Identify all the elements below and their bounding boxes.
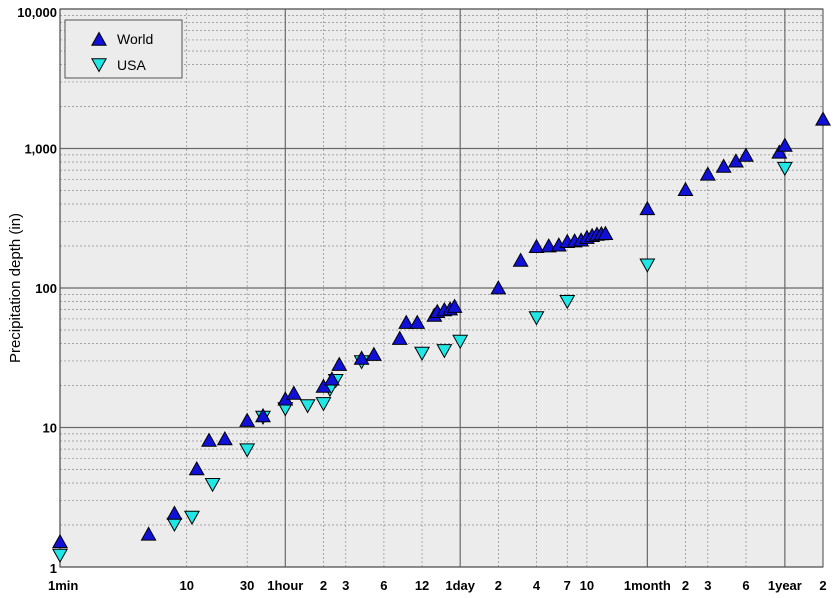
data-point-world — [771, 144, 788, 159]
legend-label-usa: USA — [117, 57, 146, 73]
data-point-world — [315, 378, 332, 393]
legend-marker-usa — [91, 58, 107, 73]
data-point-world — [188, 460, 205, 476]
data-point-world — [239, 412, 256, 427]
y-tick-label: 1,000 — [24, 142, 57, 157]
x-tick-label: 2 — [682, 578, 689, 593]
data-point-world — [166, 505, 183, 520]
data-point-usa — [204, 478, 221, 493]
data-point-world — [323, 371, 340, 386]
x-tick-label: 2 — [320, 578, 327, 593]
data-point-usa — [414, 346, 431, 361]
x-tick-label: 6 — [742, 578, 749, 593]
legend-label-world: World — [117, 31, 153, 47]
y-tick-label: 10 — [43, 421, 57, 436]
legend: World USA — [64, 19, 183, 79]
x-tick-label: 1year — [768, 578, 802, 593]
data-point-world — [331, 356, 348, 371]
data-point-usa — [452, 334, 469, 350]
data-point-world — [512, 252, 529, 267]
series-world — [52, 111, 831, 549]
x-tick-label: 30 — [240, 578, 254, 593]
data-point-world — [490, 280, 507, 295]
x-tick-label: 2 — [819, 578, 826, 593]
data-point-world — [201, 432, 217, 447]
data-point-world — [815, 111, 831, 126]
data-point-world — [391, 330, 408, 345]
x-tick-label: 1month — [624, 578, 671, 593]
data-point-world — [140, 526, 157, 541]
data-point-world — [715, 158, 732, 173]
data-point-world — [353, 350, 370, 365]
data-point-usa — [528, 311, 545, 326]
data-point-usa — [639, 258, 656, 273]
data-point-usa — [239, 443, 256, 458]
data-point-world — [255, 407, 271, 423]
y-axis-label: Precipitation depth (in) — [7, 213, 24, 363]
data-point-usa — [559, 295, 576, 310]
data-point-world — [285, 385, 302, 400]
y-tick-label: 1 — [50, 561, 57, 576]
legend-box — [64, 19, 183, 79]
x-tick-label: 10 — [179, 578, 193, 593]
x-tick-label: 10 — [580, 578, 594, 593]
x-tick-label: 3 — [704, 578, 711, 593]
data-point-usa — [183, 510, 200, 526]
y-tick-label: 10,000 — [17, 5, 57, 20]
data-series — [52, 111, 831, 563]
data-point-world — [639, 200, 656, 216]
data-point-world — [446, 298, 463, 313]
x-tick-label: 1day — [445, 578, 475, 593]
x-tick-label: 3 — [342, 578, 349, 593]
data-point-world — [699, 166, 716, 181]
x-tick-label: 6 — [380, 578, 387, 593]
data-point-world — [398, 314, 415, 329]
data-point-world — [365, 346, 382, 361]
x-tick-label: 1hour — [267, 578, 303, 593]
plot-frame — [59, 8, 824, 568]
data-point-usa — [52, 548, 68, 563]
x-tick-labels: 1min 10 30 1hour 2 3 6 12 1day 2 4 7 10 1month 2 3 6 1yea… — [48, 578, 827, 593]
data-point-world — [540, 238, 557, 253]
data-point-world — [52, 533, 68, 549]
data-point-world — [528, 238, 545, 253]
x-tick-label: 12 — [415, 578, 429, 593]
data-point-world — [409, 314, 426, 329]
data-point-world — [216, 430, 233, 446]
data-point-world — [597, 225, 614, 240]
data-point-usa — [776, 161, 793, 177]
data-point-world — [776, 137, 793, 152]
data-point-usa — [299, 399, 316, 414]
x-tick-label: 4 — [533, 578, 541, 593]
y-tick-label: 100 — [35, 281, 57, 296]
x-tick-label: 7 — [564, 578, 571, 593]
data-point-usa — [436, 344, 453, 359]
legend-marker-world — [91, 31, 107, 46]
y-tick-labels: 1 10 100 1,000 10,000 — [17, 5, 57, 576]
x-tick-label: 1min — [48, 578, 78, 593]
x-tick-label: 2 — [495, 578, 502, 593]
data-point-world — [737, 147, 754, 162]
data-point-usa — [315, 397, 332, 412]
data-point-world — [677, 181, 694, 197]
